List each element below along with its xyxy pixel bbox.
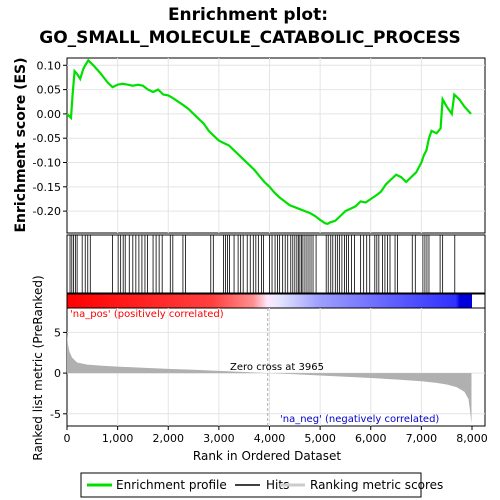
legend-enrichment-label: Enrichment profile xyxy=(116,478,227,492)
ranked-metric-x-ticks: 0 1,000 2,000 3,000 4,000 5,000 6,000 7,000 8,00… xyxy=(64,426,488,445)
enrichment-y-tick-label: -0.20 xyxy=(33,205,61,218)
hits-panel xyxy=(66,234,486,294)
enrichment-panel: 0.10 0.05 0.00 -0.05 -0.10 -0.15 -0.20 Enrichm… xyxy=(13,57,486,234)
enrichment-y-tick-label: 0.00 xyxy=(37,108,62,121)
enrichment-profile-line xyxy=(66,58,472,225)
legend: Enrichment profile Hits Ranking metric s… xyxy=(80,472,443,498)
enrichment-y-tick-label: -0.15 xyxy=(33,181,61,194)
enrichment-gridlines xyxy=(67,58,485,233)
x-tick-label: 7,000 xyxy=(406,432,438,445)
x-tick-label: 4,000 xyxy=(254,432,286,445)
ranked-metric-panel: 50-5 0 1,000 2,000 3,000 4,000 5,000 6,000 7,00… xyxy=(31,275,488,463)
x-tick-label: 0 xyxy=(64,432,71,445)
enrichment-panel-frame xyxy=(66,57,486,234)
x-tick-label: 8,000 xyxy=(456,432,488,445)
hit-marks xyxy=(69,235,456,293)
enrichment-y-tick-label: -0.10 xyxy=(33,157,61,170)
x-tick-label: 2,000 xyxy=(153,432,185,445)
positive-correlation-label: 'na_pos' (positively correlated) xyxy=(70,309,224,320)
rank-gradient-bar xyxy=(67,294,472,308)
legend-hits-label: Hits xyxy=(266,478,289,492)
zero-cross-label: Zero cross at 3965 xyxy=(230,362,324,373)
enrichment-y-tick-label: 0.05 xyxy=(37,84,62,97)
ranked-metric-y-tick-label: 0 xyxy=(54,367,61,380)
enrichment-y-axis-label: Enrichment score (ES) xyxy=(13,57,29,232)
ranked-metric-y-ticks: 5 0 -5 xyxy=(50,326,67,421)
negative-correlation-label: 'na_neg' (negatively correlated) xyxy=(280,414,439,425)
chart-title-line1: Enrichment plot: xyxy=(168,5,328,25)
hits-panel-frame xyxy=(66,234,486,294)
x-axis-label: Rank in Ordered Dataset xyxy=(193,449,341,463)
enrichment-y-ticks: 0.10 0.05 0.00 -0.05 -0.10 -0.15 -0.20 xyxy=(33,59,67,218)
x-tick-label: 5,000 xyxy=(304,432,336,445)
x-tick-label: 6,000 xyxy=(355,432,387,445)
enrichment-y-tick-label: -0.05 xyxy=(33,132,61,145)
ranked-metric-y-tick-label: -5 xyxy=(50,408,61,421)
legend-metric-label: Ranking metric scores xyxy=(310,478,443,492)
x-tick-label: 1,000 xyxy=(102,432,134,445)
enrichment-y-tick-label: 0.10 xyxy=(37,59,62,72)
x-tick-label: 3,000 xyxy=(203,432,235,445)
chart-title-line2: GO_SMALL_MOLECULE_CATABOLIC_PROCESS xyxy=(39,28,461,48)
ranked-metric-y-tick-label: 5 xyxy=(54,326,61,339)
ranked-metric-area xyxy=(67,332,472,424)
ranked-metric-y-axis-label: Ranked list metric (PreRanked) xyxy=(31,275,45,460)
